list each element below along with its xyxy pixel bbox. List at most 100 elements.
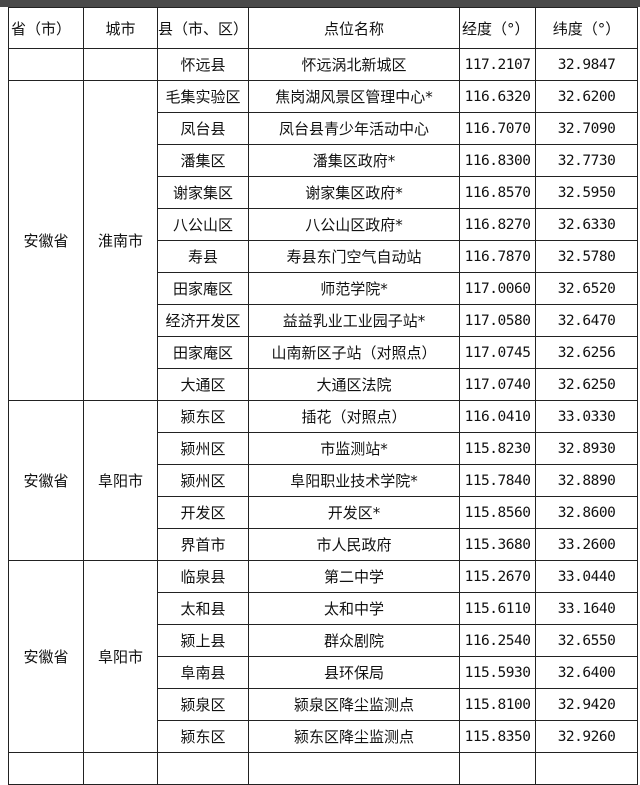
table-row-partial	[8, 752, 639, 785]
header-latitude: 纬度（°）	[535, 7, 639, 49]
province-cell: 安徽省	[8, 560, 84, 753]
latitude-cell: 32.9420	[535, 688, 639, 721]
header-row: 省（市） 城市 县（市、区） 点位名称 经度（°） 纬度（°）	[8, 7, 639, 49]
latitude-cell: 32.7090	[535, 112, 639, 145]
table-row: 界首市 市人民政府 115.3680 33.2600	[9, 528, 639, 561]
county-cell: 大通区	[156, 368, 250, 401]
site-name-cell: 插花（对照点）	[248, 400, 461, 433]
table-row: 怀远县 怀远涡北新城区 117.2107 32.9847	[8, 48, 639, 81]
site-name-cell: 焦岗湖风景区管理中心*	[248, 80, 461, 113]
longitude-cell: 117.0740	[459, 368, 537, 401]
site-name-cell: 益益乳业工业园子站*	[248, 304, 461, 337]
city-cell: 淮南市	[83, 80, 158, 401]
latitude-cell: 33.0440	[535, 560, 639, 593]
empty-cell	[535, 752, 639, 785]
city-cell: 阜阳市	[83, 400, 158, 561]
latitude-cell: 32.8930	[535, 432, 639, 465]
longitude-cell: 115.3680	[459, 528, 537, 561]
site-name-cell: 山南新区子站（对照点）	[248, 336, 461, 369]
site-name-cell: 师范学院*	[248, 272, 461, 305]
latitude-cell: 32.6330	[535, 208, 639, 241]
latitude-cell: 33.0330	[535, 400, 639, 433]
latitude-cell: 32.6400	[535, 656, 639, 689]
latitude-cell: 32.6470	[535, 304, 639, 337]
site-name-cell: 阜阳职业技术学院*	[248, 464, 461, 497]
county-cell: 田家庵区	[156, 336, 250, 369]
site-name-cell: 太和中学	[248, 592, 461, 625]
latitude-cell: 32.9260	[535, 720, 639, 753]
county-cell: 凤台县	[156, 112, 250, 145]
monitoring-sites-table: 省（市） 城市 县（市、区） 点位名称 经度（°） 纬度（°） 怀远县 怀远涡北新…	[8, 7, 639, 785]
province-cell	[8, 48, 84, 81]
county-cell: 太和县	[156, 592, 250, 625]
site-name-cell: 群众剧院	[248, 624, 461, 657]
latitude-cell: 32.6200	[535, 80, 639, 113]
county-cell: 潘集区	[156, 144, 250, 177]
county-cell: 颍泉区	[156, 688, 250, 721]
longitude-cell: 116.8270	[459, 208, 537, 241]
county-cell: 颍州区	[156, 464, 250, 497]
county-cell: 经济开发区	[156, 304, 250, 337]
site-name-cell: 第二中学	[248, 560, 461, 593]
header-city: 城市	[83, 7, 158, 49]
header-site-name: 点位名称	[248, 7, 461, 49]
site-name-cell: 市人民政府	[248, 528, 461, 561]
latitude-cell: 32.6256	[535, 336, 639, 369]
longitude-cell: 115.5930	[459, 656, 537, 689]
latitude-cell: 32.9847	[535, 48, 639, 81]
table-row: 安徽省 淮南市 毛集实验区 焦岗湖风景区管理中心* 116.6320 32.6200	[8, 80, 639, 401]
latitude-cell: 32.7730	[535, 144, 639, 177]
table-row: 寿县 寿县东门空气自动站 116.7870 32.5780	[9, 240, 639, 273]
table-row: 潘集区 潘集区政府* 116.8300 32.7730	[9, 144, 639, 177]
latitude-cell: 32.5950	[535, 176, 639, 209]
empty-cell	[8, 752, 84, 785]
latitude-cell: 33.2600	[535, 528, 639, 561]
county-cell: 颍东区	[156, 720, 250, 753]
longitude-cell: 116.2540	[459, 624, 537, 657]
latitude-cell: 32.6250	[535, 368, 639, 401]
table-row: 安徽省 阜阳市 颍东区 插花（对照点） 116.0410 33.0330	[8, 400, 639, 561]
longitude-cell: 117.2107	[459, 48, 537, 81]
county-cell: 颍东区	[156, 400, 250, 433]
table-row: 谢家集区 谢家集区政府* 116.8570 32.5950	[9, 176, 639, 209]
province-cell: 安徽省	[8, 80, 84, 401]
site-name-cell: 县环保局	[248, 656, 461, 689]
table-row: 颍东区 颍东区降尘监测点 115.8350 32.9260	[9, 720, 639, 753]
empty-cell	[248, 752, 461, 785]
empty-cell	[459, 752, 537, 785]
county-cell: 八公山区	[156, 208, 250, 241]
longitude-cell: 115.8230	[459, 432, 537, 465]
longitude-cell: 115.2670	[459, 560, 537, 593]
site-name-cell: 八公山区政府*	[248, 208, 461, 241]
table-row: 田家庵区 师范学院* 117.0060 32.6520	[9, 272, 639, 305]
site-name-cell: 市监测站*	[248, 432, 461, 465]
longitude-cell: 115.8560	[459, 496, 537, 529]
city-cell: 阜阳市	[83, 560, 158, 753]
site-name-cell: 凤台县青少年活动中心	[248, 112, 461, 145]
longitude-cell: 116.0410	[459, 400, 537, 433]
empty-cell	[156, 752, 250, 785]
city-cell	[83, 48, 158, 81]
county-cell: 阜南县	[156, 656, 250, 689]
province-cell: 安徽省	[8, 400, 84, 561]
site-name-cell: 颍东区降尘监测点	[248, 720, 461, 753]
header-county: 县（市、区）	[156, 7, 250, 49]
county-cell: 颍上县	[156, 624, 250, 657]
site-name-cell: 开发区*	[248, 496, 461, 529]
table-row: 凤台县 凤台县青少年活动中心 116.7070 32.7090	[9, 112, 639, 145]
site-name-cell: 谢家集区政府*	[248, 176, 461, 209]
table-row: 开发区 开发区* 115.8560 32.8600	[9, 496, 639, 529]
table-row: 经济开发区 益益乳业工业园子站* 117.0580 32.6470	[9, 304, 639, 337]
table-row: 颍州区 阜阳职业技术学院* 115.7840 32.8890	[9, 464, 639, 497]
longitude-cell: 117.0580	[459, 304, 537, 337]
county-cell: 毛集实验区	[156, 80, 250, 113]
longitude-cell: 115.7840	[459, 464, 537, 497]
empty-cell	[83, 752, 158, 785]
county-cell: 界首市	[156, 528, 250, 561]
county-cell: 田家庵区	[156, 272, 250, 305]
table-row: 安徽省 阜阳市 临泉县 第二中学 115.2670 33.0440	[8, 560, 639, 753]
site-name-cell: 怀远涡北新城区	[248, 48, 461, 81]
longitude-cell: 115.8100	[459, 688, 537, 721]
county-cell: 颍州区	[156, 432, 250, 465]
longitude-cell: 117.0060	[459, 272, 537, 305]
